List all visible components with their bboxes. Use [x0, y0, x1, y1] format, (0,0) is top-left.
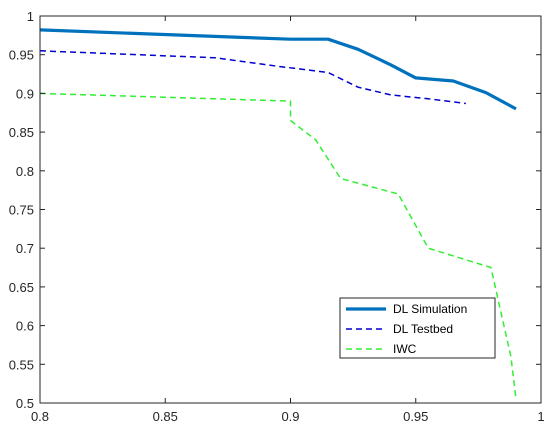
- y-tick-label: 0.6: [16, 319, 34, 334]
- legend-label-3: IWC: [393, 342, 417, 356]
- legend-label-1: DL Simulation: [393, 302, 467, 316]
- series-line-2: [39, 50, 466, 105]
- y-tick-label: 0.75: [9, 203, 34, 218]
- y-tick-label: 0.7: [16, 241, 34, 256]
- y-tick-label: 0.65: [9, 280, 34, 295]
- y-tick-label: 1: [27, 9, 34, 24]
- y-tick-label: 0.55: [9, 357, 34, 372]
- y-tick-label: 0.8: [16, 164, 34, 179]
- x-tick-label: 0.95: [403, 409, 428, 424]
- x-tick-label: 0.9: [281, 409, 299, 424]
- series-line-1: [39, 28, 517, 111]
- y-tick-label: 0.85: [9, 125, 34, 140]
- y-tick-label: 0.9: [16, 86, 34, 101]
- y-tick-label: 0.5: [16, 396, 34, 411]
- x-tick-label: 0.8: [31, 409, 49, 424]
- series-line-3: [39, 92, 517, 400]
- x-tick-label: 1: [537, 409, 544, 424]
- legend: DL Simulation DL Testbed IWC: [339, 297, 496, 359]
- legend-label-2: DL Testbed: [393, 322, 453, 336]
- y-tick-label: 0.95: [9, 48, 34, 63]
- x-tick-label: 0.85: [153, 409, 178, 424]
